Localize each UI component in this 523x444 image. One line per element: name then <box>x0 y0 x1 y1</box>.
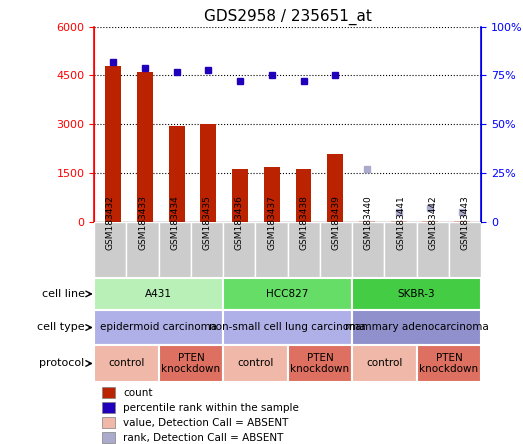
Text: GSM183436: GSM183436 <box>235 195 244 250</box>
Bar <box>295 169 311 222</box>
Bar <box>288 222 320 278</box>
Text: SKBR-3: SKBR-3 <box>398 289 436 299</box>
Bar <box>320 222 352 278</box>
Text: PTEN
knockdown: PTEN knockdown <box>161 353 221 374</box>
Bar <box>102 387 116 398</box>
Bar <box>352 310 481 345</box>
Text: GSM183434: GSM183434 <box>170 195 179 250</box>
Bar <box>352 345 417 382</box>
Text: percentile rank within the sample: percentile rank within the sample <box>123 403 299 413</box>
Bar <box>352 278 481 310</box>
Bar <box>105 66 121 222</box>
Bar <box>391 221 406 222</box>
Text: HCC827: HCC827 <box>266 289 309 299</box>
Title: GDS2958 / 235651_at: GDS2958 / 235651_at <box>204 9 371 25</box>
Bar <box>454 221 470 222</box>
Bar <box>158 222 191 278</box>
Bar <box>102 402 116 413</box>
Bar <box>102 416 116 428</box>
Text: GSM183441: GSM183441 <box>396 195 405 250</box>
Text: control: control <box>366 358 403 369</box>
Text: count: count <box>123 388 153 398</box>
Text: GSM183439: GSM183439 <box>332 195 340 250</box>
Bar <box>223 278 352 310</box>
Bar <box>232 169 248 222</box>
Bar <box>288 345 352 382</box>
Text: control: control <box>108 358 144 369</box>
Bar <box>127 222 158 278</box>
Text: GSM183438: GSM183438 <box>299 195 308 250</box>
Text: GSM183437: GSM183437 <box>267 195 276 250</box>
Text: GSM183442: GSM183442 <box>428 195 437 250</box>
Text: GSM183432: GSM183432 <box>106 195 115 250</box>
Bar <box>94 222 127 278</box>
Bar <box>158 345 223 382</box>
Text: A431: A431 <box>145 289 172 299</box>
Text: value, Detection Call = ABSENT: value, Detection Call = ABSENT <box>123 418 289 428</box>
Bar <box>200 124 217 222</box>
Text: PTEN
knockdown: PTEN knockdown <box>290 353 349 374</box>
Bar <box>255 222 288 278</box>
Bar <box>384 222 417 278</box>
Bar <box>137 72 153 222</box>
Bar <box>94 310 223 345</box>
Bar <box>359 221 375 222</box>
Bar <box>352 222 384 278</box>
Text: GSM183433: GSM183433 <box>138 195 147 250</box>
Bar <box>191 222 223 278</box>
Bar <box>94 345 158 382</box>
Bar <box>169 126 185 222</box>
Text: protocol: protocol <box>39 358 85 369</box>
Text: cell type: cell type <box>37 322 85 333</box>
Bar <box>223 310 352 345</box>
Text: mammary adenocarcinoma: mammary adenocarcinoma <box>345 322 488 333</box>
Text: GSM183435: GSM183435 <box>202 195 211 250</box>
Bar <box>417 345 481 382</box>
Bar <box>417 222 449 278</box>
Bar <box>264 166 280 222</box>
Text: epidermoid carcinoma: epidermoid carcinoma <box>100 322 217 333</box>
Text: PTEN
knockdown: PTEN knockdown <box>419 353 479 374</box>
Bar <box>223 345 288 382</box>
Text: non-small cell lung carcinoma: non-small cell lung carcinoma <box>209 322 366 333</box>
Bar <box>423 221 438 222</box>
Bar <box>449 222 481 278</box>
Text: GSM183440: GSM183440 <box>364 195 373 250</box>
Text: rank, Detection Call = ABSENT: rank, Detection Call = ABSENT <box>123 433 283 443</box>
Bar <box>327 154 343 222</box>
Bar <box>94 278 223 310</box>
Bar <box>102 432 116 443</box>
Text: GSM183443: GSM183443 <box>461 195 470 250</box>
Bar <box>223 222 255 278</box>
Text: control: control <box>237 358 274 369</box>
Text: cell line: cell line <box>42 289 85 299</box>
